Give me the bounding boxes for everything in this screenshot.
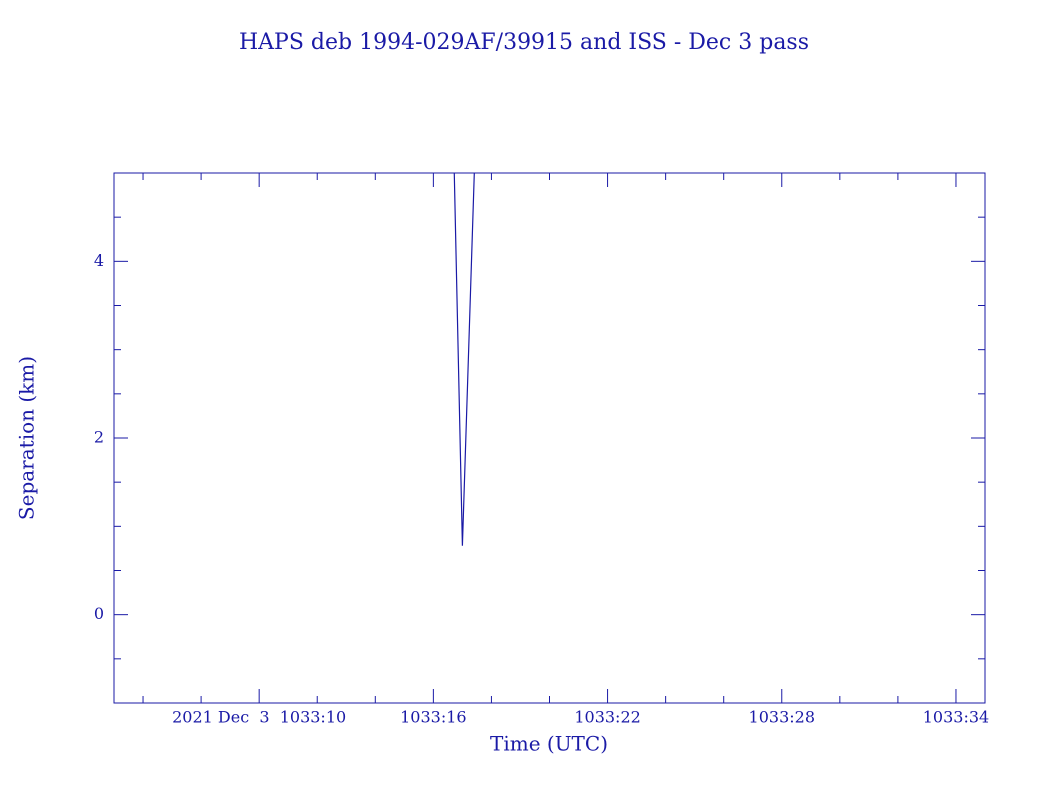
plot-frame [113,172,986,704]
y-tick-label: 2 [94,428,104,447]
data-line [453,172,475,546]
x-tick-label: 1033:16 [400,708,466,727]
x-axis-label: Time (UTC) [490,732,608,756]
y-tick-label: 0 [94,604,104,623]
y-axis-label: Separation (km) [15,356,39,520]
x-tick-label: 1033:28 [749,708,815,727]
x-tick-label: 1033:22 [574,708,640,727]
chart-title: HAPS deb 1994-029AF/39915 and ISS - Dec … [239,30,809,55]
x-tick-label: 2021 Dec 3 1033:10 [172,708,346,727]
x-tick-label: 1033:34 [923,708,989,727]
y-tick-label: 4 [94,251,104,270]
